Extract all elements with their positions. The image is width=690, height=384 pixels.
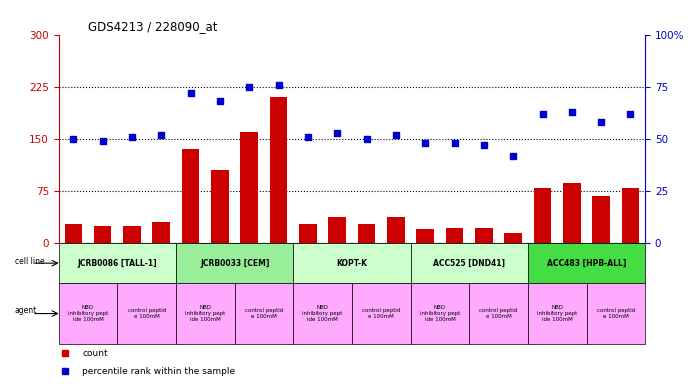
Bar <box>475 228 493 243</box>
Bar <box>59 283 117 344</box>
Point <box>361 136 372 142</box>
Bar <box>293 283 352 344</box>
Bar <box>235 283 293 344</box>
Bar <box>504 233 522 243</box>
Bar <box>182 149 199 243</box>
Bar <box>299 224 317 243</box>
Bar <box>117 283 176 344</box>
Point <box>156 132 167 138</box>
Text: percentile rank within the sample: percentile rank within the sample <box>82 367 235 376</box>
Bar <box>293 243 411 283</box>
Bar <box>534 188 551 243</box>
Bar <box>411 243 528 283</box>
Text: NBD
inhibitory pept
ide 100mM: NBD inhibitory pept ide 100mM <box>185 305 226 322</box>
Bar <box>593 196 610 243</box>
Text: NBD
inhibitory pept
ide 100mM: NBD inhibitory pept ide 100mM <box>537 305 578 322</box>
Text: control peptid
e 100mM: control peptid e 100mM <box>362 308 400 319</box>
Text: agent: agent <box>14 306 37 315</box>
Bar <box>176 283 235 344</box>
Bar <box>176 243 293 283</box>
Point <box>449 140 460 146</box>
Text: JCRB0033 [CEM]: JCRB0033 [CEM] <box>200 259 269 268</box>
Point <box>273 82 284 88</box>
Bar <box>469 283 528 344</box>
Text: count: count <box>82 349 108 358</box>
Point <box>302 134 313 140</box>
Point <box>97 138 108 144</box>
Bar <box>528 243 645 283</box>
Bar <box>563 183 581 243</box>
Text: control peptid
e 100mM: control peptid e 100mM <box>245 308 283 319</box>
Text: NBD
inhibitory pept
ide 100mM: NBD inhibitory pept ide 100mM <box>420 305 460 322</box>
Bar <box>586 283 645 344</box>
Point <box>126 134 137 140</box>
Bar <box>241 132 258 243</box>
Bar <box>94 226 112 243</box>
Bar <box>417 229 434 243</box>
Point <box>185 90 196 96</box>
Bar <box>152 222 170 243</box>
Point <box>625 111 636 117</box>
Point <box>391 132 402 138</box>
Bar <box>411 283 469 344</box>
Text: NBD
inhibitory pept
ide 100mM: NBD inhibitory pept ide 100mM <box>302 305 343 322</box>
Point <box>332 130 343 136</box>
Bar <box>328 217 346 243</box>
Point <box>244 84 255 90</box>
Point <box>508 152 519 159</box>
Bar <box>528 283 586 344</box>
Text: JCRB0086 [TALL-1]: JCRB0086 [TALL-1] <box>77 259 157 268</box>
Point <box>566 109 578 115</box>
Bar <box>446 228 464 243</box>
Point <box>420 140 431 146</box>
Point <box>68 136 79 142</box>
Bar <box>622 188 640 243</box>
Text: control peptid
e 100mM: control peptid e 100mM <box>480 308 518 319</box>
Bar <box>352 283 411 344</box>
Point <box>215 98 226 104</box>
Text: cell line: cell line <box>14 257 44 266</box>
Text: NBD
inhibitory pept
ide 100mM: NBD inhibitory pept ide 100mM <box>68 305 108 322</box>
Bar <box>270 97 288 243</box>
Bar <box>65 224 82 243</box>
Text: control peptid
e 100mM: control peptid e 100mM <box>128 308 166 319</box>
Text: ACC483 [HPB-ALL]: ACC483 [HPB-ALL] <box>546 259 627 268</box>
Bar <box>59 243 176 283</box>
Text: ACC525 [DND41]: ACC525 [DND41] <box>433 259 505 268</box>
Bar <box>124 226 141 243</box>
Point <box>478 142 489 148</box>
Text: KOPT-K: KOPT-K <box>337 259 367 268</box>
Bar <box>358 224 375 243</box>
Point <box>537 111 548 117</box>
Bar <box>387 217 404 243</box>
Text: GDS4213 / 228090_at: GDS4213 / 228090_at <box>88 20 217 33</box>
Point <box>595 119 607 125</box>
Text: control peptid
e 100mM: control peptid e 100mM <box>597 308 635 319</box>
Bar <box>211 170 229 243</box>
